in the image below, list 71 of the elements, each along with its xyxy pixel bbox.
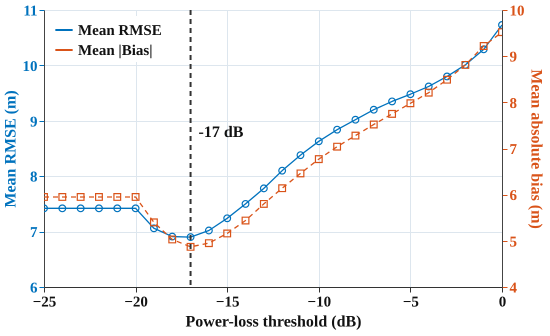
x-tick-label: −5	[402, 294, 419, 310]
y-tick-label: 7	[30, 225, 38, 242]
point	[333, 126, 342, 134]
y-tick-label: 10	[22, 58, 38, 75]
ref-line-label: -17 dB	[198, 124, 244, 141]
y-tick-label: 9	[30, 114, 38, 130]
point	[223, 229, 232, 238]
point	[443, 76, 451, 84]
y2-tick-label: 9	[510, 50, 517, 66]
legend-label: Mean |Bias|	[78, 43, 153, 59]
point	[168, 232, 176, 241]
y2-axis-title: Mean absolute bias (m)	[528, 69, 544, 229]
point	[168, 235, 176, 244]
x-tick-label: −20	[124, 294, 148, 310]
point	[443, 72, 451, 80]
point	[58, 204, 66, 212]
point	[204, 226, 213, 234]
y-tick-label: 8	[30, 170, 38, 186]
point	[296, 151, 304, 160]
point	[351, 132, 360, 140]
point	[95, 193, 103, 201]
point	[480, 42, 488, 50]
point	[480, 45, 488, 54]
y-axis-title: Mean RMSE (m)	[2, 90, 20, 208]
point	[76, 193, 85, 201]
point	[260, 184, 268, 192]
point	[132, 193, 140, 201]
point	[150, 218, 158, 226]
x-tick-label: −25	[32, 294, 56, 310]
point	[186, 242, 195, 251]
point	[406, 99, 414, 108]
point	[58, 193, 66, 201]
x-tick-label: −15	[216, 294, 240, 310]
point	[260, 200, 268, 208]
y2-tick-label: 4	[510, 280, 518, 296]
point	[150, 224, 158, 232]
y2-tick-label: 7	[510, 142, 518, 158]
point	[296, 169, 304, 178]
point	[278, 166, 286, 175]
point	[424, 88, 433, 97]
point	[424, 82, 433, 90]
point	[76, 204, 85, 212]
y2-tick-label: 10	[510, 4, 524, 20]
point	[370, 106, 378, 114]
y2-tick-label: 6	[510, 188, 518, 204]
point	[204, 239, 213, 248]
point	[314, 155, 323, 164]
point	[278, 184, 286, 192]
point	[113, 204, 122, 212]
point	[186, 233, 195, 242]
point	[95, 204, 103, 212]
point	[370, 120, 378, 128]
point	[223, 214, 232, 222]
legend-label: Mean RMSE	[78, 23, 162, 39]
point	[388, 97, 396, 106]
y-tick-label: 6	[30, 280, 38, 296]
point	[242, 200, 250, 208]
point	[314, 137, 323, 146]
x-axis-title: Power-loss threshold (dB)	[186, 314, 362, 330]
y-tick-label: 11	[23, 4, 38, 20]
y2-tick-label: 8	[510, 96, 517, 112]
x-tick-label: 0	[498, 294, 506, 310]
point	[333, 142, 342, 151]
point	[113, 193, 122, 201]
point	[351, 116, 360, 124]
point	[388, 110, 396, 118]
point	[132, 204, 140, 212]
point	[406, 90, 414, 98]
x-tick-label: −10	[308, 294, 332, 310]
y2-tick-label: 5	[510, 234, 517, 250]
point	[242, 216, 250, 224]
